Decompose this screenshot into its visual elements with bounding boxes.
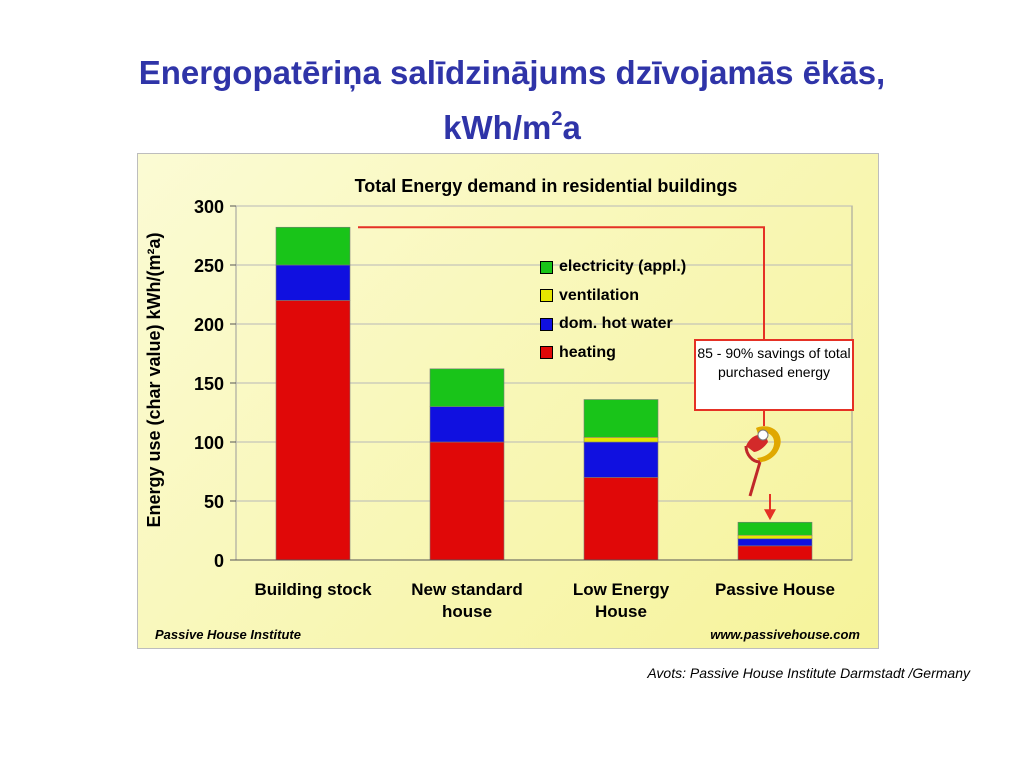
bar-segment-heating — [583, 477, 659, 561]
bar-segment-heating — [429, 441, 505, 561]
savings-callout: 85 - 90% savings of total purchased ener… — [694, 339, 854, 411]
footer-source-left: Passive House Institute — [155, 627, 301, 642]
bar-segment-electricity-appl — [275, 226, 351, 266]
y-tick-label: 250 — [194, 256, 224, 276]
savings-arrow-head — [764, 509, 776, 521]
x-category-label: Low Energy House — [573, 580, 670, 621]
legend-swatch — [540, 289, 553, 303]
legend-label: heating — [559, 343, 616, 361]
legend-item: ventilation — [540, 282, 686, 311]
y-tick-label: 200 — [194, 315, 224, 335]
chart-legend: electricity (appl.) ventilation dom. hot w… — [540, 253, 686, 367]
y-tick-label: 300 — [194, 197, 224, 217]
savings-connector-line — [358, 226, 765, 339]
y-tick-label: 50 — [204, 492, 224, 512]
legend-label: dom. hot water — [559, 315, 673, 333]
title-unit: kWh/m — [443, 109, 552, 146]
legend-swatch — [540, 346, 553, 360]
bar-segment-dom-hot-water — [429, 406, 505, 443]
passive-house-logo-icon — [744, 426, 781, 497]
title-unit-suffix: a — [562, 109, 581, 146]
legend-swatch — [540, 260, 553, 274]
source-note: Avots: Passive House Institute Darmstadt… — [647, 665, 970, 681]
legend-item: heating — [540, 339, 686, 368]
chart-title: Total Energy demand in residential build… — [354, 176, 738, 196]
slide-title: Energopatēriņa salīdzinājums dzīvojamās … — [0, 50, 1024, 151]
legend-swatch — [540, 317, 553, 331]
bar-segment-electricity-appl — [583, 399, 659, 438]
footer-source-right: www.passivehouse.com — [710, 627, 860, 642]
bar-segment-ventilation — [583, 436, 659, 443]
x-category-label: New standard house — [411, 580, 522, 621]
slide-title-line1: Energopatēriņa salīdzinājums dzīvojamās … — [138, 54, 886, 91]
bar-segment-heating — [275, 300, 351, 561]
x-category-label: Building stock — [254, 580, 372, 599]
bar-segment-electricity-appl — [737, 521, 813, 536]
bar-segment-ventilation — [737, 534, 813, 540]
y-tick-label: 150 — [194, 374, 224, 394]
legend-item: electricity (appl.) — [540, 253, 686, 282]
slide-title-line2: kWh/m2a — [0, 96, 1024, 151]
y-tick-label: 100 — [194, 433, 224, 453]
y-tick-label: 0 — [214, 551, 224, 571]
legend-item: dom. hot water — [540, 310, 686, 339]
bar-segment-electricity-appl — [429, 368, 505, 407]
bar-segment-dom-hot-water — [275, 264, 351, 301]
bar-segment-heating — [737, 545, 813, 561]
legend-label: electricity (appl.) — [559, 258, 687, 276]
x-category-label: Passive House — [715, 580, 835, 599]
legend-label: ventilation — [559, 286, 640, 304]
y-axis-title: Energy use (char value) kWh/(m²a) — [144, 232, 164, 528]
title-unit-exponent: 2 — [551, 108, 563, 130]
bar-segment-dom-hot-water — [737, 538, 813, 547]
bar-segment-dom-hot-water — [583, 441, 659, 478]
